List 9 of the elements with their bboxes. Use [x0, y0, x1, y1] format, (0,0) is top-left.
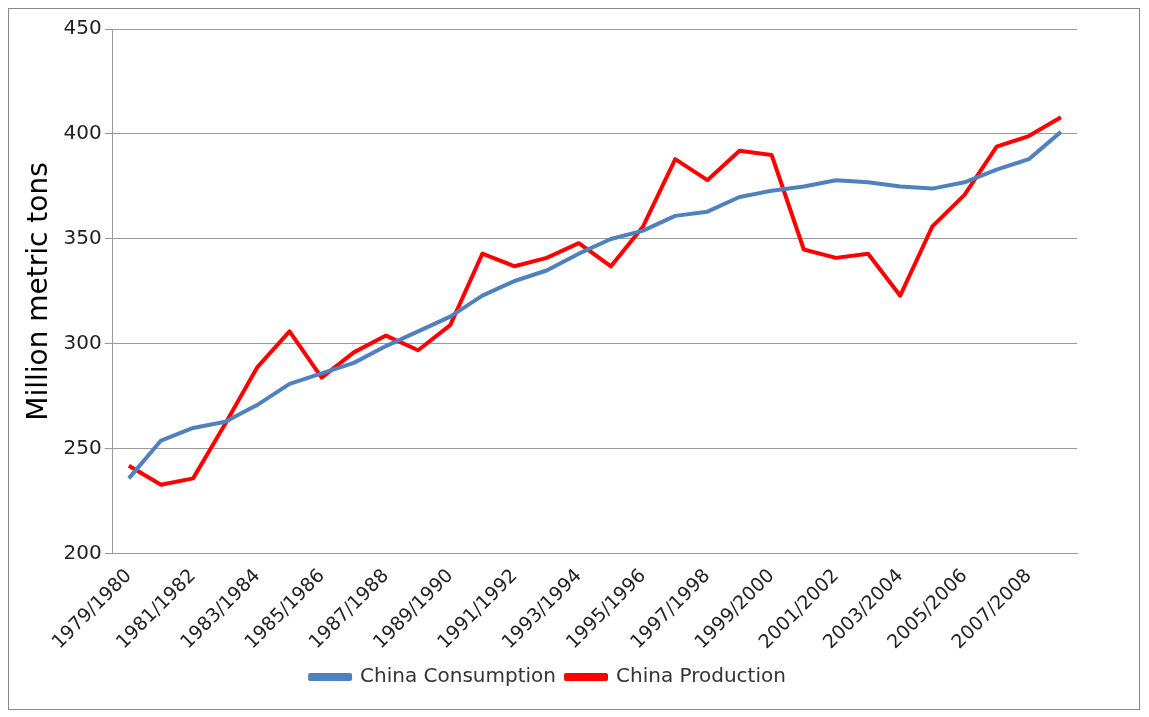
y-tick-label: 350 — [63, 225, 102, 250]
legend-label: China Consumption — [360, 663, 557, 688]
y-tick-label: 250 — [63, 435, 102, 460]
y-tick-label: 450 — [63, 15, 102, 40]
y-axis-title: Million metric tons — [21, 162, 55, 421]
legend-label: China Production — [616, 663, 786, 688]
y-tick-label: 300 — [63, 330, 102, 355]
y-tick-label: 400 — [63, 120, 102, 145]
y-tick-label: 200 — [63, 540, 102, 565]
